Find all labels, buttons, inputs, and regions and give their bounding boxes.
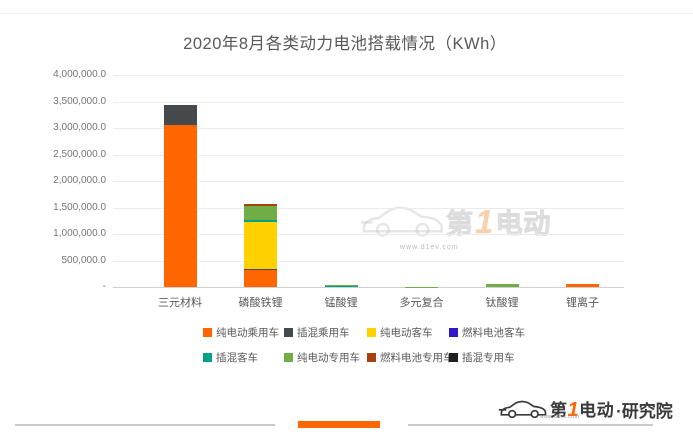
- x-axis-label: 磷酸铁锂: [238, 297, 283, 309]
- bar-segment: [324, 286, 358, 287]
- bar-segment: [244, 268, 277, 270]
- car-icon: [498, 400, 547, 419]
- bar-segment: [566, 283, 599, 287]
- footer-logo: 第1电动 ·研究院: [498, 396, 673, 422]
- y-axis-tick-label: 3,000,000.0: [53, 122, 106, 133]
- legend-label: 纯电动客车: [380, 327, 433, 339]
- legend-swatch: [449, 328, 458, 337]
- gridline: [113, 207, 624, 209]
- legend-label: 纯电动乘用车: [216, 327, 279, 339]
- x-axis-line: [113, 287, 624, 288]
- legend-swatch: [203, 353, 212, 362]
- legend-label: 纯电动专用车: [297, 352, 360, 364]
- y-axis-tick-label: 1,500,000.0: [53, 201, 106, 213]
- legend-swatch: [284, 328, 293, 337]
- gridline: [113, 75, 624, 76]
- bar-segment: [244, 222, 277, 269]
- bar-segment: [244, 269, 277, 287]
- y-axis-tick-label: 2,500,000.0: [53, 148, 106, 160]
- x-axis-label: 锂离子: [566, 297, 599, 309]
- bar-segment: [163, 125, 197, 287]
- footer-brand-one: 1: [567, 399, 580, 421]
- legend-item: 纯电动乘用车: [203, 325, 284, 340]
- gridline: [113, 260, 624, 262]
- chart-legend: 纯电动乘用车 插混乘用车 纯电动客车 燃料电池客车插混客车 纯电动专用车 燃料电池专用车插…: [203, 325, 549, 365]
- legend-swatch: [367, 353, 376, 362]
- bar-segment: [244, 206, 277, 220]
- divider-line-right: [408, 424, 653, 426]
- bar-segment: [324, 284, 358, 287]
- legend-label: 插混乘用车: [297, 327, 350, 339]
- gridline: [113, 181, 624, 182]
- gridline: [113, 234, 624, 235]
- legend-item: 纯电动专用车: [284, 350, 367, 365]
- divider-line-left: [15, 424, 275, 426]
- x-axis-label: 多元复合: [399, 297, 444, 309]
- y-axis-tick-label: 1,000,000.0: [53, 228, 106, 239]
- bar-segment: [244, 219, 277, 223]
- legend-label: 燃料电池客车: [462, 327, 525, 339]
- watermark-url: www.d1ev.com: [400, 244, 459, 251]
- x-axis-label: 钛酸锂: [485, 297, 519, 309]
- footer-suffix: ·研究院: [616, 401, 673, 421]
- y-axis-tick-label: 2,000,000.0: [53, 175, 106, 186]
- gridline: [113, 154, 624, 156]
- legend-item: 燃料电池专用车: [367, 350, 454, 365]
- footer-logo-url: www.d1ev.com: [540, 414, 580, 420]
- legend-item: 插混客车: [203, 350, 284, 365]
- chart-title: 2020年8月各类动力电池搭载情况（KWh）: [183, 35, 507, 53]
- car-icon: [360, 206, 443, 237]
- y-axis-tick-label: 4,000,000.0: [53, 69, 106, 80]
- bar-segment: [244, 203, 277, 207]
- x-axis-label: 锰酸锂: [324, 297, 358, 309]
- gridline: [113, 101, 624, 103]
- legend-swatch: [449, 353, 458, 362]
- bar-segment: [485, 284, 519, 287]
- legend-swatch: [284, 353, 293, 362]
- legend-label: 插混专用车: [462, 352, 515, 364]
- legend-item: 纯电动客车: [367, 325, 449, 340]
- gridline: [113, 128, 624, 129]
- y-axis-tick-label: 500,000.0: [61, 254, 107, 266]
- legend-item: 插混专用车: [449, 350, 549, 365]
- y-axis-tick-label: 3,500,000.0: [53, 95, 106, 107]
- footer-brand: 第1电动: [550, 399, 615, 421]
- x-axis-label: 三元材料: [158, 297, 202, 309]
- top-edge-line: [0, 13, 693, 14]
- legend-item: 插混乘用车: [284, 325, 367, 340]
- legend-label: 燃料电池专用车: [380, 352, 454, 364]
- legend-swatch: [367, 328, 376, 337]
- bar-segment: [163, 104, 197, 126]
- legend-item: 燃料电池客车: [449, 325, 549, 340]
- watermark: 第1电动: [358, 200, 551, 242]
- divider-accent-bar: [298, 421, 380, 428]
- y-axis-tick-label: -: [102, 281, 106, 292]
- legend-swatch: [203, 328, 212, 337]
- legend-label: 插混客车: [216, 352, 258, 364]
